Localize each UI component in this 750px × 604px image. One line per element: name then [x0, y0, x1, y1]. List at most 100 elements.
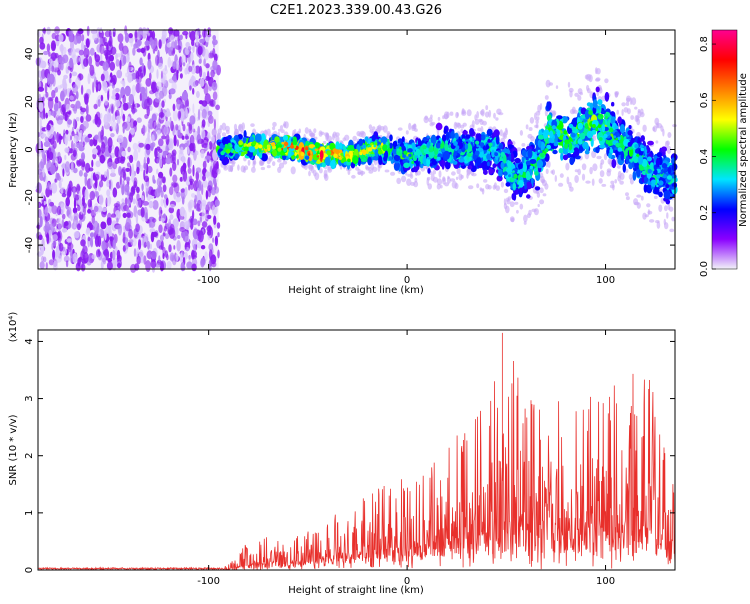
noise-blob — [49, 83, 53, 90]
noise-blob — [158, 255, 161, 263]
noise-blob — [155, 55, 160, 66]
noise-blob — [49, 183, 54, 191]
signal-blob — [647, 140, 654, 146]
noise-blob — [83, 92, 90, 100]
signal-halo — [574, 92, 579, 97]
noise-blob — [117, 134, 124, 144]
noise-blob — [182, 62, 186, 67]
noise-blob — [95, 59, 100, 67]
signal-blob — [646, 156, 652, 162]
signal-halo — [555, 85, 559, 89]
signal-blob — [560, 152, 564, 161]
noise-blob — [187, 146, 190, 155]
noise-blob — [65, 69, 69, 74]
noise-blob — [110, 55, 114, 62]
noise-blob — [40, 244, 45, 256]
signal-blob — [519, 167, 524, 176]
signal-halo — [574, 175, 579, 183]
noise-blob — [48, 259, 55, 266]
signal-halo — [585, 180, 591, 184]
noise-blob — [110, 172, 116, 177]
signal-blob — [646, 184, 653, 194]
noise-blob — [85, 114, 92, 122]
signal-halo — [456, 167, 461, 175]
noise-blob — [149, 243, 152, 250]
signal-halo — [606, 170, 611, 177]
signal-halo — [260, 166, 266, 171]
noise-blob — [212, 41, 216, 48]
noise-blob — [199, 78, 205, 87]
noise-blob — [63, 221, 66, 231]
signal-halo — [466, 167, 471, 176]
spectrogram-plot-area — [35, 25, 678, 273]
noise-blob — [146, 105, 150, 117]
noise-blob — [99, 154, 106, 164]
noise-blob — [140, 47, 146, 54]
signal-halo — [505, 197, 510, 202]
noise-blob — [73, 142, 76, 150]
noise-blob — [168, 206, 174, 214]
signal-blob — [665, 199, 671, 205]
signal-halo — [351, 174, 356, 179]
signal-halo — [603, 153, 608, 161]
noise-blob — [196, 180, 203, 191]
signal-halo — [279, 125, 284, 130]
noise-blob — [144, 45, 150, 51]
signal-halo — [342, 137, 346, 142]
noise-blob — [162, 184, 167, 193]
signal-halo — [221, 132, 227, 137]
noise-blob — [164, 120, 170, 127]
signal-blob — [372, 155, 380, 161]
signal-halo — [636, 118, 641, 126]
noise-blob — [94, 134, 99, 140]
noise-blob — [167, 56, 172, 68]
noise-blob — [47, 96, 54, 102]
signal-blob — [572, 147, 580, 157]
noise-blob — [202, 180, 208, 188]
noise-blob — [92, 81, 95, 94]
noise-blob — [73, 104, 78, 114]
noise-blob — [121, 198, 125, 204]
noise-blob — [183, 162, 187, 170]
signal-halo — [266, 165, 271, 169]
signal-blob — [486, 153, 491, 161]
signal-blob — [546, 144, 551, 150]
noise-blob — [169, 88, 176, 95]
signal-halo — [368, 170, 374, 174]
signal-blob — [552, 149, 558, 155]
noise-blob — [201, 119, 206, 128]
noise-blob — [151, 134, 155, 143]
noise-blob — [181, 135, 185, 140]
signal-blob — [610, 116, 616, 125]
noise-blob — [126, 162, 131, 168]
noise-blob — [180, 261, 185, 272]
signal-halo — [529, 117, 535, 124]
signal-blob — [488, 167, 493, 175]
signal-halo — [636, 194, 642, 198]
noise-blob — [130, 127, 135, 135]
noise-blob — [100, 174, 104, 182]
noise-blob — [214, 199, 220, 207]
signal-halo — [225, 129, 230, 135]
noise-blob — [207, 110, 213, 117]
noise-blob — [211, 166, 218, 179]
signal-halo — [272, 126, 276, 131]
noise-blob — [197, 108, 201, 121]
signal-halo — [610, 180, 615, 185]
signal-blob — [595, 86, 600, 93]
noise-blob — [115, 87, 120, 93]
noise-blob — [199, 65, 203, 78]
signal-halo — [581, 163, 587, 171]
noise-blob — [95, 160, 101, 168]
noise-blob — [54, 52, 59, 59]
noise-blob — [128, 199, 131, 205]
noise-blob — [99, 43, 105, 55]
noise-blob — [86, 25, 90, 37]
noise-blob — [78, 190, 82, 200]
noise-blob — [55, 254, 62, 263]
noise-blob — [73, 118, 76, 129]
signal-blob — [628, 125, 632, 130]
noise-blob — [60, 90, 65, 102]
noise-blob — [39, 117, 42, 129]
noise-blob — [115, 59, 120, 67]
